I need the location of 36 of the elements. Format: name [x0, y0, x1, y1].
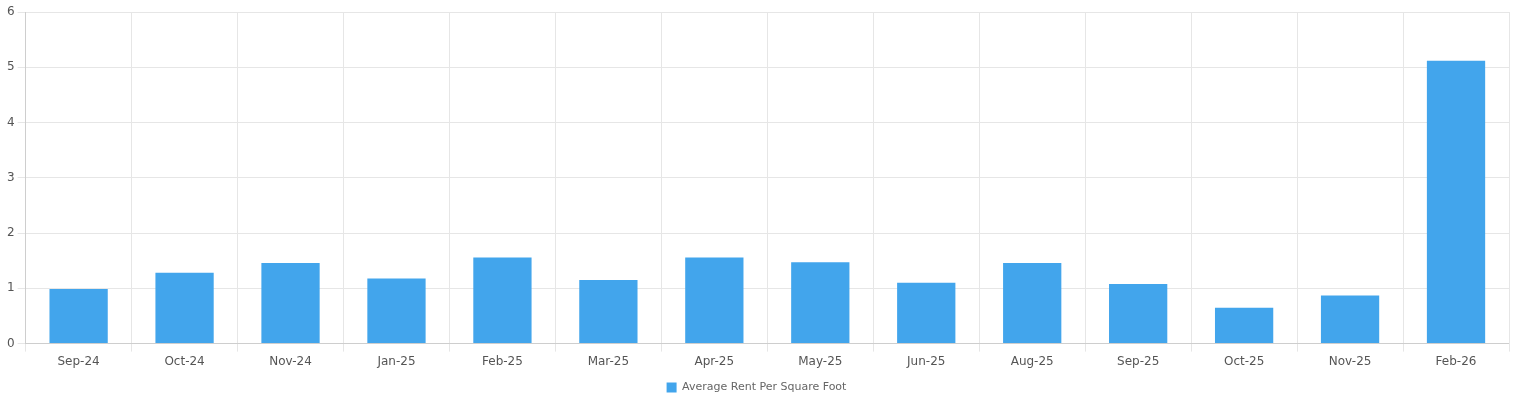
y-tick-label: 3 [6, 169, 15, 184]
x-tick-label: May-25 [798, 353, 843, 368]
y-tick-label: 2 [6, 225, 15, 240]
bar [155, 272, 214, 344]
bar [49, 288, 108, 344]
x-tick-label: Mar-25 [587, 353, 630, 368]
bar [1003, 262, 1062, 344]
x-tick-label: Nov-24 [269, 353, 312, 368]
x-tick-label: Aug-25 [1010, 353, 1054, 368]
x-tick-label: Feb-26 [1435, 353, 1477, 368]
bar [685, 257, 744, 344]
y-tick-label: 5 [6, 59, 15, 74]
y-tick-label: 6 [6, 4, 15, 19]
bar [473, 257, 532, 344]
x-tick-label: Jun-25 [906, 353, 946, 368]
x-tick-label: Apr-25 [694, 353, 735, 368]
x-tick-label: Oct-24 [164, 353, 205, 368]
legend-label: Average Rent Per Square Foot [682, 380, 848, 394]
bar [1320, 295, 1380, 344]
x-tick-label: Sep-25 [1117, 353, 1160, 368]
x-tick-label: Oct-25 [1223, 353, 1265, 368]
bar [791, 262, 850, 344]
bar [261, 262, 320, 344]
y-tick-label: 0 [6, 335, 15, 350]
bar [1214, 307, 1274, 344]
bar [367, 278, 426, 344]
x-tick-label: Sep-24 [57, 353, 100, 368]
bar [1426, 60, 1486, 344]
y-tick-label: 1 [6, 280, 15, 295]
bar [897, 282, 956, 344]
bar [1109, 283, 1168, 344]
x-tick-label: Feb-25 [482, 353, 523, 368]
x-tick-label: Nov-25 [1328, 353, 1372, 368]
y-tick-label: 4 [6, 114, 15, 129]
x-tick-label: Jan-25 [376, 353, 416, 368]
bar [579, 280, 638, 344]
